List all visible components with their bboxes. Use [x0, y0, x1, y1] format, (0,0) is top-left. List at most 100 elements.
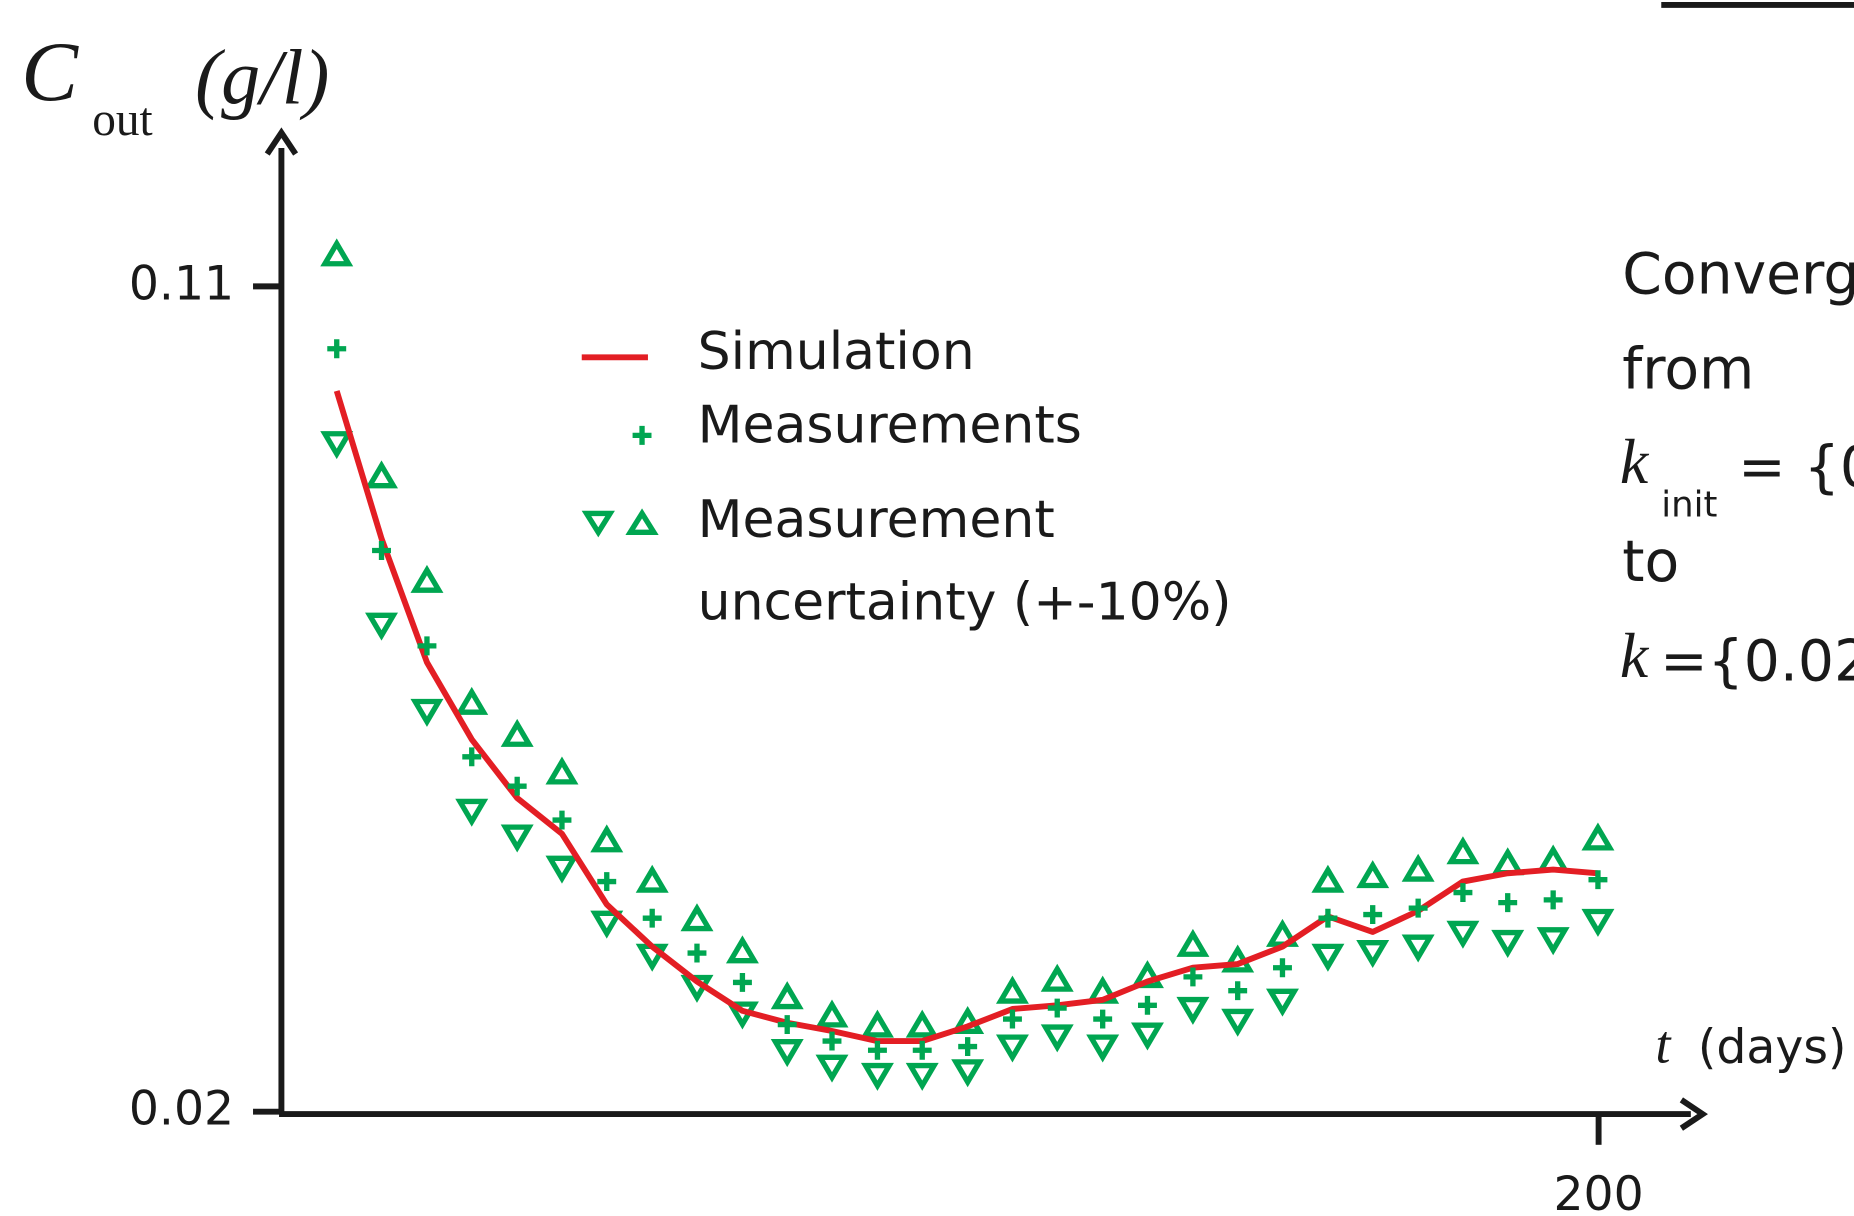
- measurement: [1002, 1009, 1022, 1029]
- upper-bound: [1581, 822, 1615, 851]
- measurement: [958, 1037, 978, 1057]
- measurement: [462, 747, 482, 767]
- x-label-symbol: t: [1655, 1015, 1672, 1075]
- upper-bound: [365, 460, 398, 489]
- upper-bound: [905, 1009, 939, 1038]
- x-label-unit: (days): [1698, 1020, 1847, 1075]
- upper-bound: [815, 999, 849, 1028]
- y-arrow: [264, 127, 299, 156]
- measurement: [552, 810, 572, 830]
- upper-bound: [590, 824, 624, 853]
- measurement: [1363, 905, 1383, 925]
- measurement: [1228, 981, 1248, 1001]
- upper-bound: [1401, 853, 1435, 882]
- upper-bound: [545, 756, 579, 785]
- measurement: [732, 972, 752, 992]
- measurement: [822, 1031, 842, 1051]
- upper-bound: [635, 864, 669, 893]
- upper-bound: [320, 238, 354, 267]
- lower-bound: [1221, 1008, 1255, 1037]
- lower-bound: [860, 1062, 894, 1091]
- annotation: from: [1622, 336, 1754, 402]
- y-tick-label: 0.02: [129, 1082, 234, 1137]
- lower-bound: [1130, 1022, 1164, 1051]
- lower-bound: [1536, 927, 1570, 956]
- upper-bound: [1446, 836, 1480, 865]
- legend-label: Measurement: [698, 490, 1055, 550]
- legend-up-triangle: [625, 508, 659, 535]
- lower-bound: [1040, 1024, 1074, 1053]
- lower-bound: [905, 1062, 939, 1091]
- measurement: [687, 943, 707, 963]
- y-label-symbol: C: [21, 25, 79, 119]
- measurement: [1588, 870, 1608, 890]
- upper-bound: [1311, 864, 1345, 893]
- measurement: [1543, 890, 1563, 910]
- upper-bound: [1176, 928, 1210, 957]
- upper-bound: [455, 686, 489, 715]
- upper-bound: [860, 1009, 894, 1038]
- simulation-line: [333, 390, 1599, 1045]
- lower-bound: [455, 798, 489, 827]
- measurement: [327, 339, 347, 359]
- upper-bound: [725, 935, 759, 964]
- lower-bound: [500, 824, 534, 853]
- lower-bound: [1446, 920, 1480, 949]
- upper-bound: [1130, 960, 1164, 989]
- measurement: [1183, 967, 1203, 987]
- lower-bound: [545, 855, 579, 884]
- annotation: to: [1622, 529, 1679, 595]
- annotation-symbol: k: [1620, 426, 1650, 497]
- lower-bound: [1176, 996, 1210, 1025]
- lower-bound: [365, 612, 398, 641]
- lower-bound: [951, 1059, 985, 1088]
- lower-bound: [1311, 943, 1345, 972]
- upper-bound: [1040, 963, 1074, 992]
- measurement: [417, 636, 437, 656]
- measurement: [507, 776, 527, 796]
- upper-bound: [770, 981, 804, 1010]
- y-label-unit: (g/l): [195, 33, 329, 120]
- upper-bound: [410, 564, 444, 593]
- lower-bound: [590, 910, 624, 939]
- lower-bound: [1086, 1034, 1120, 1063]
- legend-plus: [632, 425, 652, 445]
- measurement: [1047, 998, 1067, 1018]
- measurement: [642, 908, 662, 928]
- legend-label: Simulation: [698, 322, 975, 382]
- measurement: [867, 1040, 887, 1060]
- measurement: [597, 872, 617, 891]
- lower-bound: [1356, 940, 1390, 969]
- lower-bound: [770, 1039, 804, 1068]
- legend-label: uncertainty (+-10%): [698, 573, 1232, 633]
- measurement: [912, 1040, 932, 1060]
- measurement: [1273, 958, 1292, 978]
- upper-bound: [1491, 847, 1525, 876]
- annotation-symbol: k: [1620, 620, 1650, 691]
- measurement: [1408, 898, 1428, 918]
- lower-bound: [815, 1054, 849, 1083]
- annotation: ={0.02: [1660, 628, 1854, 694]
- y-tick-label: 0.11: [129, 256, 234, 311]
- measurement: [372, 541, 391, 560]
- upper-bound: [500, 718, 534, 747]
- annotation: = {0: [1738, 434, 1854, 500]
- lower-bound: [320, 431, 354, 460]
- lower-bound: [1581, 908, 1615, 937]
- measurement: [1498, 893, 1518, 913]
- measurement: [1138, 995, 1157, 1015]
- measurement: [1093, 1009, 1113, 1029]
- x-tick-label: 200: [1553, 1167, 1643, 1216]
- lower-bound: [1491, 929, 1525, 958]
- upper-bound: [995, 975, 1029, 1004]
- lower-bound: [995, 1034, 1029, 1063]
- y-label-subscript: out: [92, 94, 152, 146]
- measurement: [1318, 908, 1338, 928]
- legend-down-triangle: [581, 510, 615, 538]
- measurement: [777, 1015, 797, 1035]
- lower-bound: [1266, 988, 1299, 1017]
- x-arrow: [1679, 1097, 1708, 1131]
- annotation: Converg: [1622, 242, 1854, 308]
- upper-bound: [680, 903, 714, 932]
